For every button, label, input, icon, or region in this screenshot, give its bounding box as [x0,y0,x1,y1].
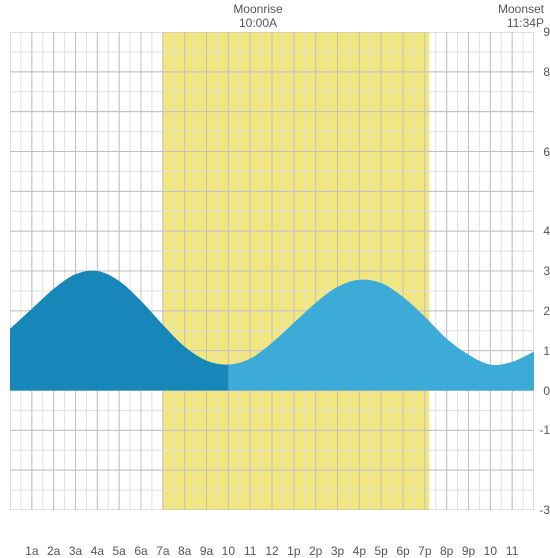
x-tick-label: 4a [91,544,104,558]
x-tick-label: 10 [484,544,497,558]
x-tick-label: 8p [440,544,453,558]
moonset-time: 11:34P [498,16,544,30]
moonset-label: Moonset 11:34P [498,2,544,30]
header-labels: Moonrise 10:00A Moonset 11:34P [0,2,550,32]
x-tick-label: 9a [200,544,213,558]
x-tick-label: 11 [244,544,256,558]
x-tick-label: 2p [309,544,322,558]
x-tick-label: 5p [374,544,387,558]
x-tick-label: 4p [353,544,366,558]
x-tick-label: 3p [331,544,344,558]
tide-chart: Moonrise 10:00A Moonset 11:34P -3 -1 0 1 2 3 4… [0,0,550,550]
plot-area [10,32,534,510]
x-tick-label: 2a [47,544,60,558]
x-tick-label: 10 [222,544,235,558]
x-tick-label: 1p [287,544,300,558]
moonrise-text: Moonrise [228,2,288,16]
y-tick-label: 6 [543,145,550,159]
x-tick-label: 9p [462,544,475,558]
x-tick-label: 6p [396,544,409,558]
x-tick-label: 5a [112,544,125,558]
moonset-text: Moonset [498,2,544,16]
y-tick-label: 1 [543,344,550,358]
y-axis-labels: -3-101234689 [536,32,550,510]
x-tick-label: 3a [69,544,82,558]
y-tick-label: 0 [543,384,550,398]
x-tick-label: 7p [418,544,431,558]
y-tick-label: -3 [539,503,550,517]
x-tick-label: 1a [25,544,38,558]
x-tick-label: 8a [178,544,191,558]
moonrise-label: Moonrise 10:00A [228,2,288,30]
x-tick-label: 11 [506,544,518,558]
moonrise-time: 10:00A [228,16,288,30]
y-tick-label: -1 [539,423,550,437]
y-tick-label: 9 [543,25,550,39]
y-tick-label: 8 [543,65,550,79]
x-tick-label: 12 [265,544,278,558]
x-tick-label: 6a [134,544,147,558]
x-tick-label: 7a [156,544,169,558]
y-tick-label: 4 [543,224,550,238]
y-tick-label: 3 [543,264,550,278]
y-tick-label: 2 [543,304,550,318]
